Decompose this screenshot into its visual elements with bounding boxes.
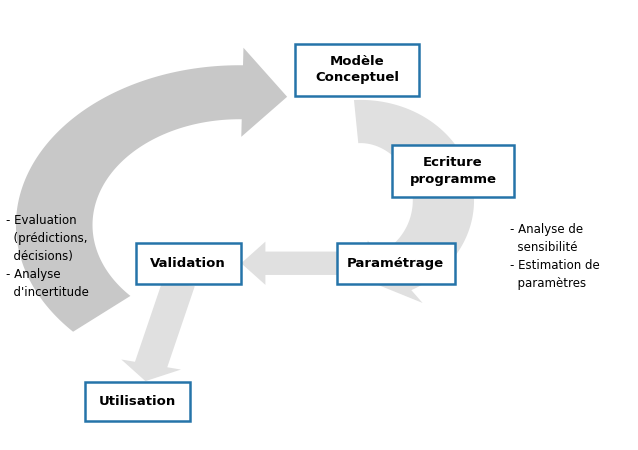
Text: Paramétrage: Paramétrage [347,257,444,270]
FancyBboxPatch shape [135,243,241,284]
Text: Utilisation: Utilisation [98,395,176,408]
Text: - Evaluation
  (prédictions,
  décisions)
- Analyse
  d'incertitude: - Evaluation (prédictions, décisions) - … [6,214,89,299]
Text: - Analyse de
  sensibilité
- Estimation de
  paramètres: - Analyse de sensibilité - Estimation de… [510,223,600,290]
Polygon shape [121,281,195,381]
Text: Ecriture
programme: Ecriture programme [410,157,496,185]
Text: Validation: Validation [151,257,226,270]
FancyBboxPatch shape [84,382,189,420]
Text: Modèle
Conceptuel: Modèle Conceptuel [315,55,399,84]
FancyBboxPatch shape [392,145,514,197]
Polygon shape [16,48,287,332]
Polygon shape [354,100,474,303]
FancyBboxPatch shape [295,44,419,96]
FancyBboxPatch shape [337,243,454,284]
Polygon shape [241,242,338,285]
